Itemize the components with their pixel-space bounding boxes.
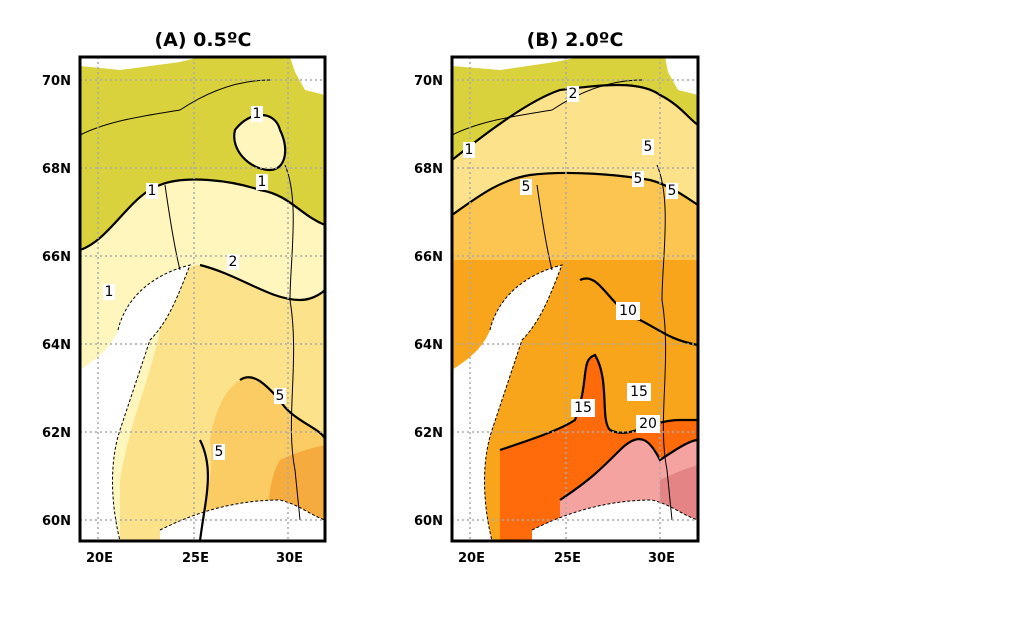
contour-label: 5 [522, 179, 531, 195]
y-tick: 66N [414, 250, 443, 265]
x-tick: 30E [648, 551, 675, 566]
panel-b-frame [450, 55, 700, 543]
contour-5-west [198, 439, 209, 541]
x-tick: 25E [182, 551, 209, 566]
y-tick: 60N [414, 514, 443, 529]
contour-label: 1 [105, 284, 114, 300]
y-tick: 60N [42, 514, 71, 529]
country-borders [80, 79, 301, 521]
contour-20 [559, 438, 698, 501]
y-tick: 62N [42, 426, 71, 441]
gridlines [80, 57, 325, 541]
country-borders [452, 79, 673, 521]
panel-b-contour-labels: 2 1 5 5 5 5 10 15 15 20 [463, 86, 678, 433]
sea-northeast [290, 57, 325, 95]
contour-label: 10 [619, 303, 637, 319]
contour-1 [80, 178, 325, 252]
contour-label: 5 [276, 388, 285, 404]
panel-a-y-ticks: 70N 68N 66N 64N 62N 60N [42, 74, 71, 529]
region-1-2-north [234, 115, 286, 170]
panel-a-x-ticks: 20E 25E 30E [86, 551, 303, 566]
panel-b: (B) 2.0ºC [414, 29, 700, 566]
coastline-south [531, 499, 698, 531]
sea-gulf-of-bothnia [80, 265, 190, 541]
panel-a-contour-labels: 1 1 1 1 2 5 5 [103, 106, 286, 460]
panel-b-x-ticks: 20E 25E 30E [458, 551, 675, 566]
contour-label: 1 [465, 142, 474, 158]
contour-label: 15 [630, 384, 648, 400]
y-tick: 70N [42, 74, 71, 89]
contour-label: 2 [569, 86, 578, 102]
sea-north [452, 57, 580, 70]
contour-2 [452, 83, 698, 161]
panel-a-frame [78, 55, 327, 543]
contour-label: 1 [258, 174, 267, 190]
coastline [484, 264, 563, 541]
panel-b-title: (B) 2.0ºC [527, 29, 624, 51]
sea-gulf-of-finland [532, 500, 698, 541]
y-tick: 68N [414, 162, 443, 177]
x-tick: 30E [276, 551, 303, 566]
panel-b-y-ticks: 70N 68N 66N 64N 62N 60N [414, 74, 443, 529]
y-tick: 62N [414, 426, 443, 441]
x-tick: 25E [554, 551, 581, 566]
contour-label: 5 [668, 183, 677, 199]
y-tick: 70N [414, 74, 443, 89]
panel-a: (A) 0.5ºC [42, 29, 327, 566]
contour-label: 1 [148, 183, 157, 199]
gridlines [452, 57, 698, 541]
y-tick: 68N [42, 162, 71, 177]
y-tick: 66N [42, 250, 71, 265]
coastline [112, 264, 191, 541]
sea-northeast [665, 57, 698, 95]
contour-2 [199, 263, 325, 302]
x-tick: 20E [458, 551, 485, 566]
contour-label: 15 [574, 400, 592, 416]
contour-label: 1 [253, 106, 262, 122]
contour-label: 5 [634, 171, 643, 187]
x-tick: 20E [86, 551, 113, 566]
y-tick: 64N [42, 338, 71, 353]
contour-label: 5 [644, 139, 653, 155]
sea-gulf-of-bothnia [452, 265, 562, 541]
y-tick: 64N [414, 338, 443, 353]
contour-label: 2 [229, 254, 238, 270]
contour-15 [499, 353, 698, 452]
panel-a-title: (A) 0.5ºC [154, 29, 251, 51]
contour-label: 5 [215, 444, 224, 460]
contour-label: 20 [639, 416, 657, 432]
sea-north [80, 57, 200, 70]
coastline-south [159, 499, 325, 531]
